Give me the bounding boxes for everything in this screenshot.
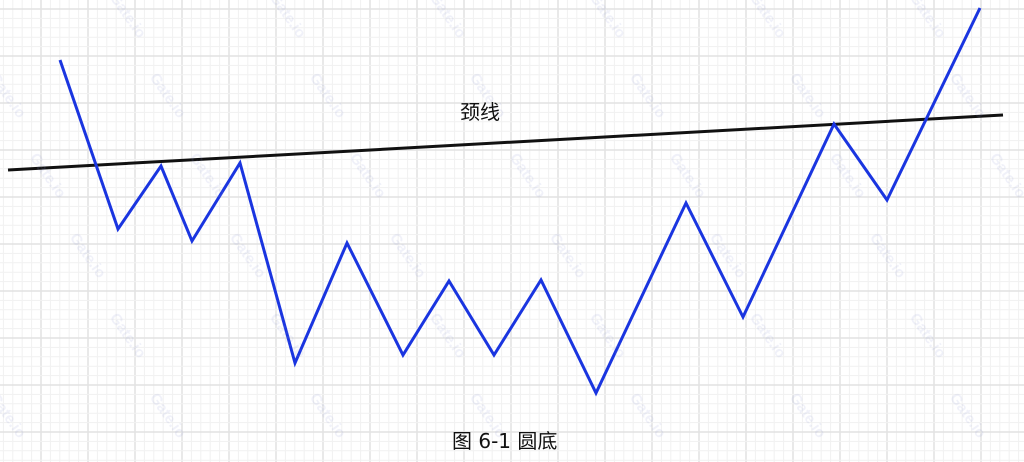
neckline [7, 113, 1004, 172]
figure-caption: 图 6-1 圆底 [452, 429, 558, 453]
neckline-label: 颈线 [460, 100, 500, 124]
price-line [58, 7, 982, 397]
